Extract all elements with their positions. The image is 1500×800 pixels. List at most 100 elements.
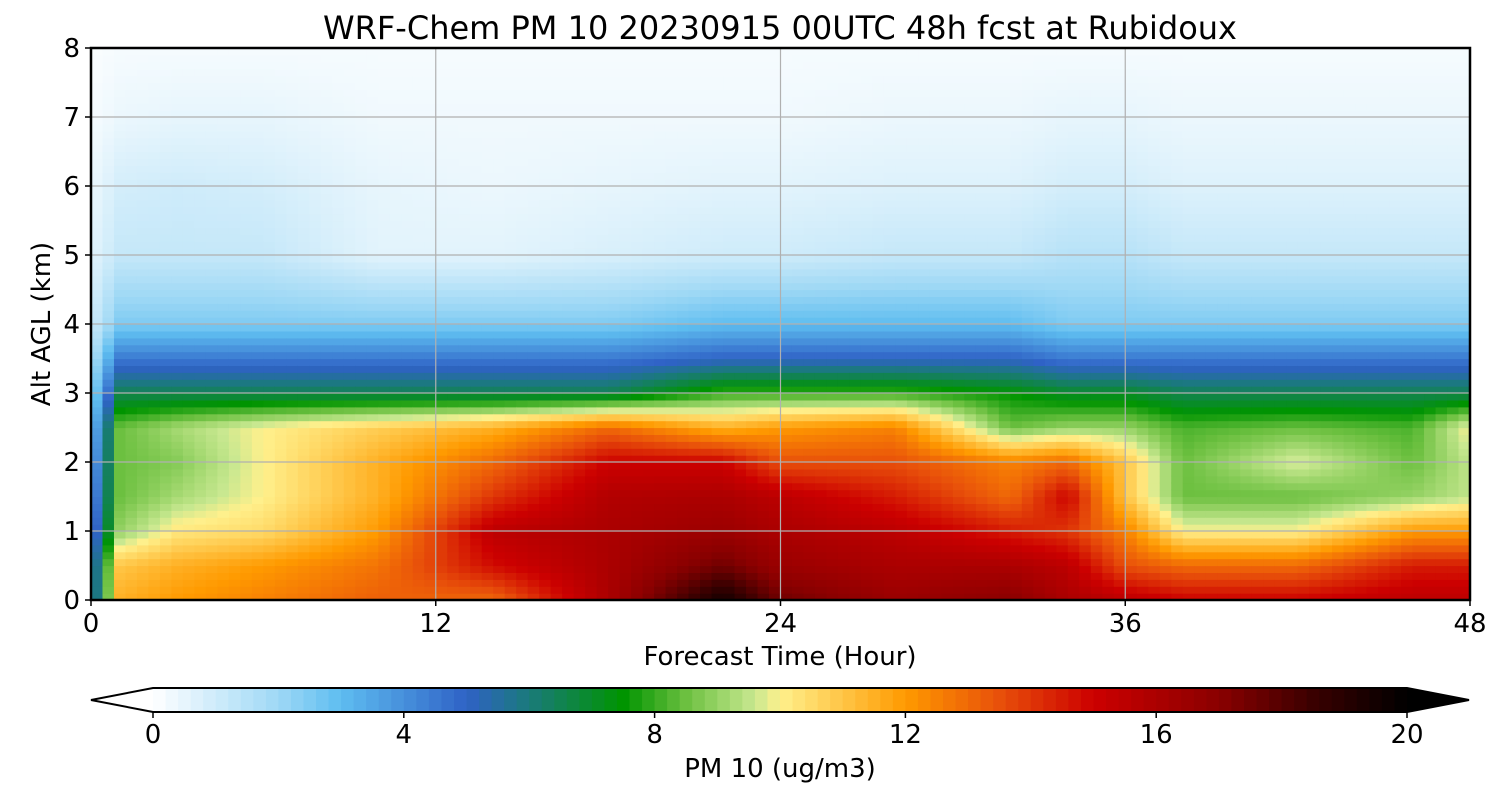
heatmap-cell <box>102 330 115 339</box>
heatmap-cell <box>159 137 173 146</box>
heatmap-cell <box>791 399 805 408</box>
heatmap-cell <box>619 68 632 77</box>
heatmap-cell <box>550 455 563 463</box>
heatmap-cell <box>654 565 667 573</box>
heatmap-cell <box>608 61 621 70</box>
heatmap-cell <box>481 372 494 380</box>
heatmap-cell <box>401 75 414 84</box>
heatmap-cell <box>619 593 632 600</box>
heatmap-cell <box>504 317 517 325</box>
heatmap-cell <box>527 275 540 284</box>
heatmap-cell <box>389 441 402 449</box>
heatmap-cell <box>700 337 713 346</box>
heatmap-cell <box>240 551 253 560</box>
heatmap-cell <box>481 241 494 249</box>
heatmap-cell <box>573 110 586 118</box>
heatmap-cell <box>435 54 448 63</box>
heatmap-cell <box>700 593 713 600</box>
heatmap-cell <box>424 593 437 600</box>
heatmap-cell <box>654 82 667 90</box>
heatmap-cell <box>700 89 713 97</box>
heatmap-cell <box>171 68 184 77</box>
heatmap-cell <box>470 420 483 429</box>
heatmap-cell <box>205 241 219 249</box>
heatmap-cell <box>182 82 196 90</box>
heatmap-cell <box>309 406 322 415</box>
heatmap-cell <box>159 330 173 339</box>
heatmap-cell <box>711 482 724 491</box>
heatmap-cell <box>355 75 368 84</box>
heatmap-cell <box>619 448 632 456</box>
heatmap-cell <box>159 68 173 77</box>
heatmap-cell <box>240 413 253 422</box>
heatmap-cell <box>435 117 448 125</box>
heatmap-cell <box>228 151 241 159</box>
heatmap-cell <box>251 475 264 484</box>
heatmap-cell <box>435 123 448 132</box>
heatmap-cell <box>182 234 196 242</box>
heatmap-cell <box>113 441 127 449</box>
heatmap-cell <box>171 123 184 132</box>
heatmap-cell <box>458 317 471 325</box>
heatmap-cell <box>148 324 161 332</box>
heatmap-cell <box>148 96 161 104</box>
heatmap-cell <box>700 365 713 373</box>
heatmap-cell <box>493 110 506 118</box>
heatmap-cell <box>263 206 276 215</box>
heatmap-cell <box>550 199 563 208</box>
heatmap-cell <box>366 441 379 449</box>
heatmap-cell <box>378 427 391 435</box>
heatmap-cell <box>240 427 253 435</box>
heatmap-cell <box>320 61 333 70</box>
heatmap-cell <box>286 572 299 580</box>
heatmap-cell <box>182 558 196 567</box>
heatmap-cell <box>458 179 471 187</box>
heatmap-cell <box>470 448 483 456</box>
heatmap-cell <box>228 75 241 84</box>
heatmap-cell <box>263 179 276 187</box>
heatmap-cell <box>596 234 609 242</box>
heatmap-cell <box>780 54 793 63</box>
heatmap-cell <box>91 420 104 429</box>
heatmap-cell <box>665 96 678 104</box>
heatmap-cell <box>769 89 782 97</box>
heatmap-cell <box>194 544 207 553</box>
heatmap-cell <box>550 517 563 525</box>
heatmap-cell <box>596 54 609 63</box>
heatmap-cell <box>263 537 276 546</box>
heatmap-cell <box>516 468 529 477</box>
heatmap-cell <box>493 268 506 277</box>
heatmap-cell <box>286 227 299 235</box>
heatmap-cell <box>746 275 759 284</box>
heatmap-cell <box>516 144 529 153</box>
heatmap-cell <box>780 82 793 90</box>
heatmap-cell <box>700 544 713 553</box>
heatmap-cell <box>677 393 690 401</box>
heatmap-cell <box>527 517 540 525</box>
heatmap-cell <box>228 144 241 153</box>
heatmap-cell <box>366 75 379 84</box>
heatmap-cell <box>217 531 230 539</box>
heatmap-cell <box>791 448 805 456</box>
heatmap-cell <box>585 68 598 77</box>
heatmap-cell <box>228 268 241 277</box>
heatmap-cell <box>251 54 264 63</box>
heatmap-cell <box>550 275 563 284</box>
heatmap-cell <box>401 586 414 594</box>
heatmap-cell <box>562 296 575 304</box>
heatmap-cell <box>240 351 253 360</box>
heatmap-cell <box>769 248 782 256</box>
heatmap-cell <box>447 455 460 463</box>
heatmap-cell <box>573 441 586 449</box>
heatmap-cell <box>194 248 207 256</box>
heatmap-cell <box>458 289 471 297</box>
heatmap-cell <box>378 503 391 511</box>
heatmap-cell <box>504 420 517 429</box>
heatmap-cell <box>343 186 356 194</box>
heatmap-cell <box>619 206 632 215</box>
heatmap-cell <box>516 427 529 435</box>
heatmap-cell <box>355 317 368 325</box>
heatmap-cell <box>194 165 207 173</box>
heatmap-cell <box>769 255 782 263</box>
